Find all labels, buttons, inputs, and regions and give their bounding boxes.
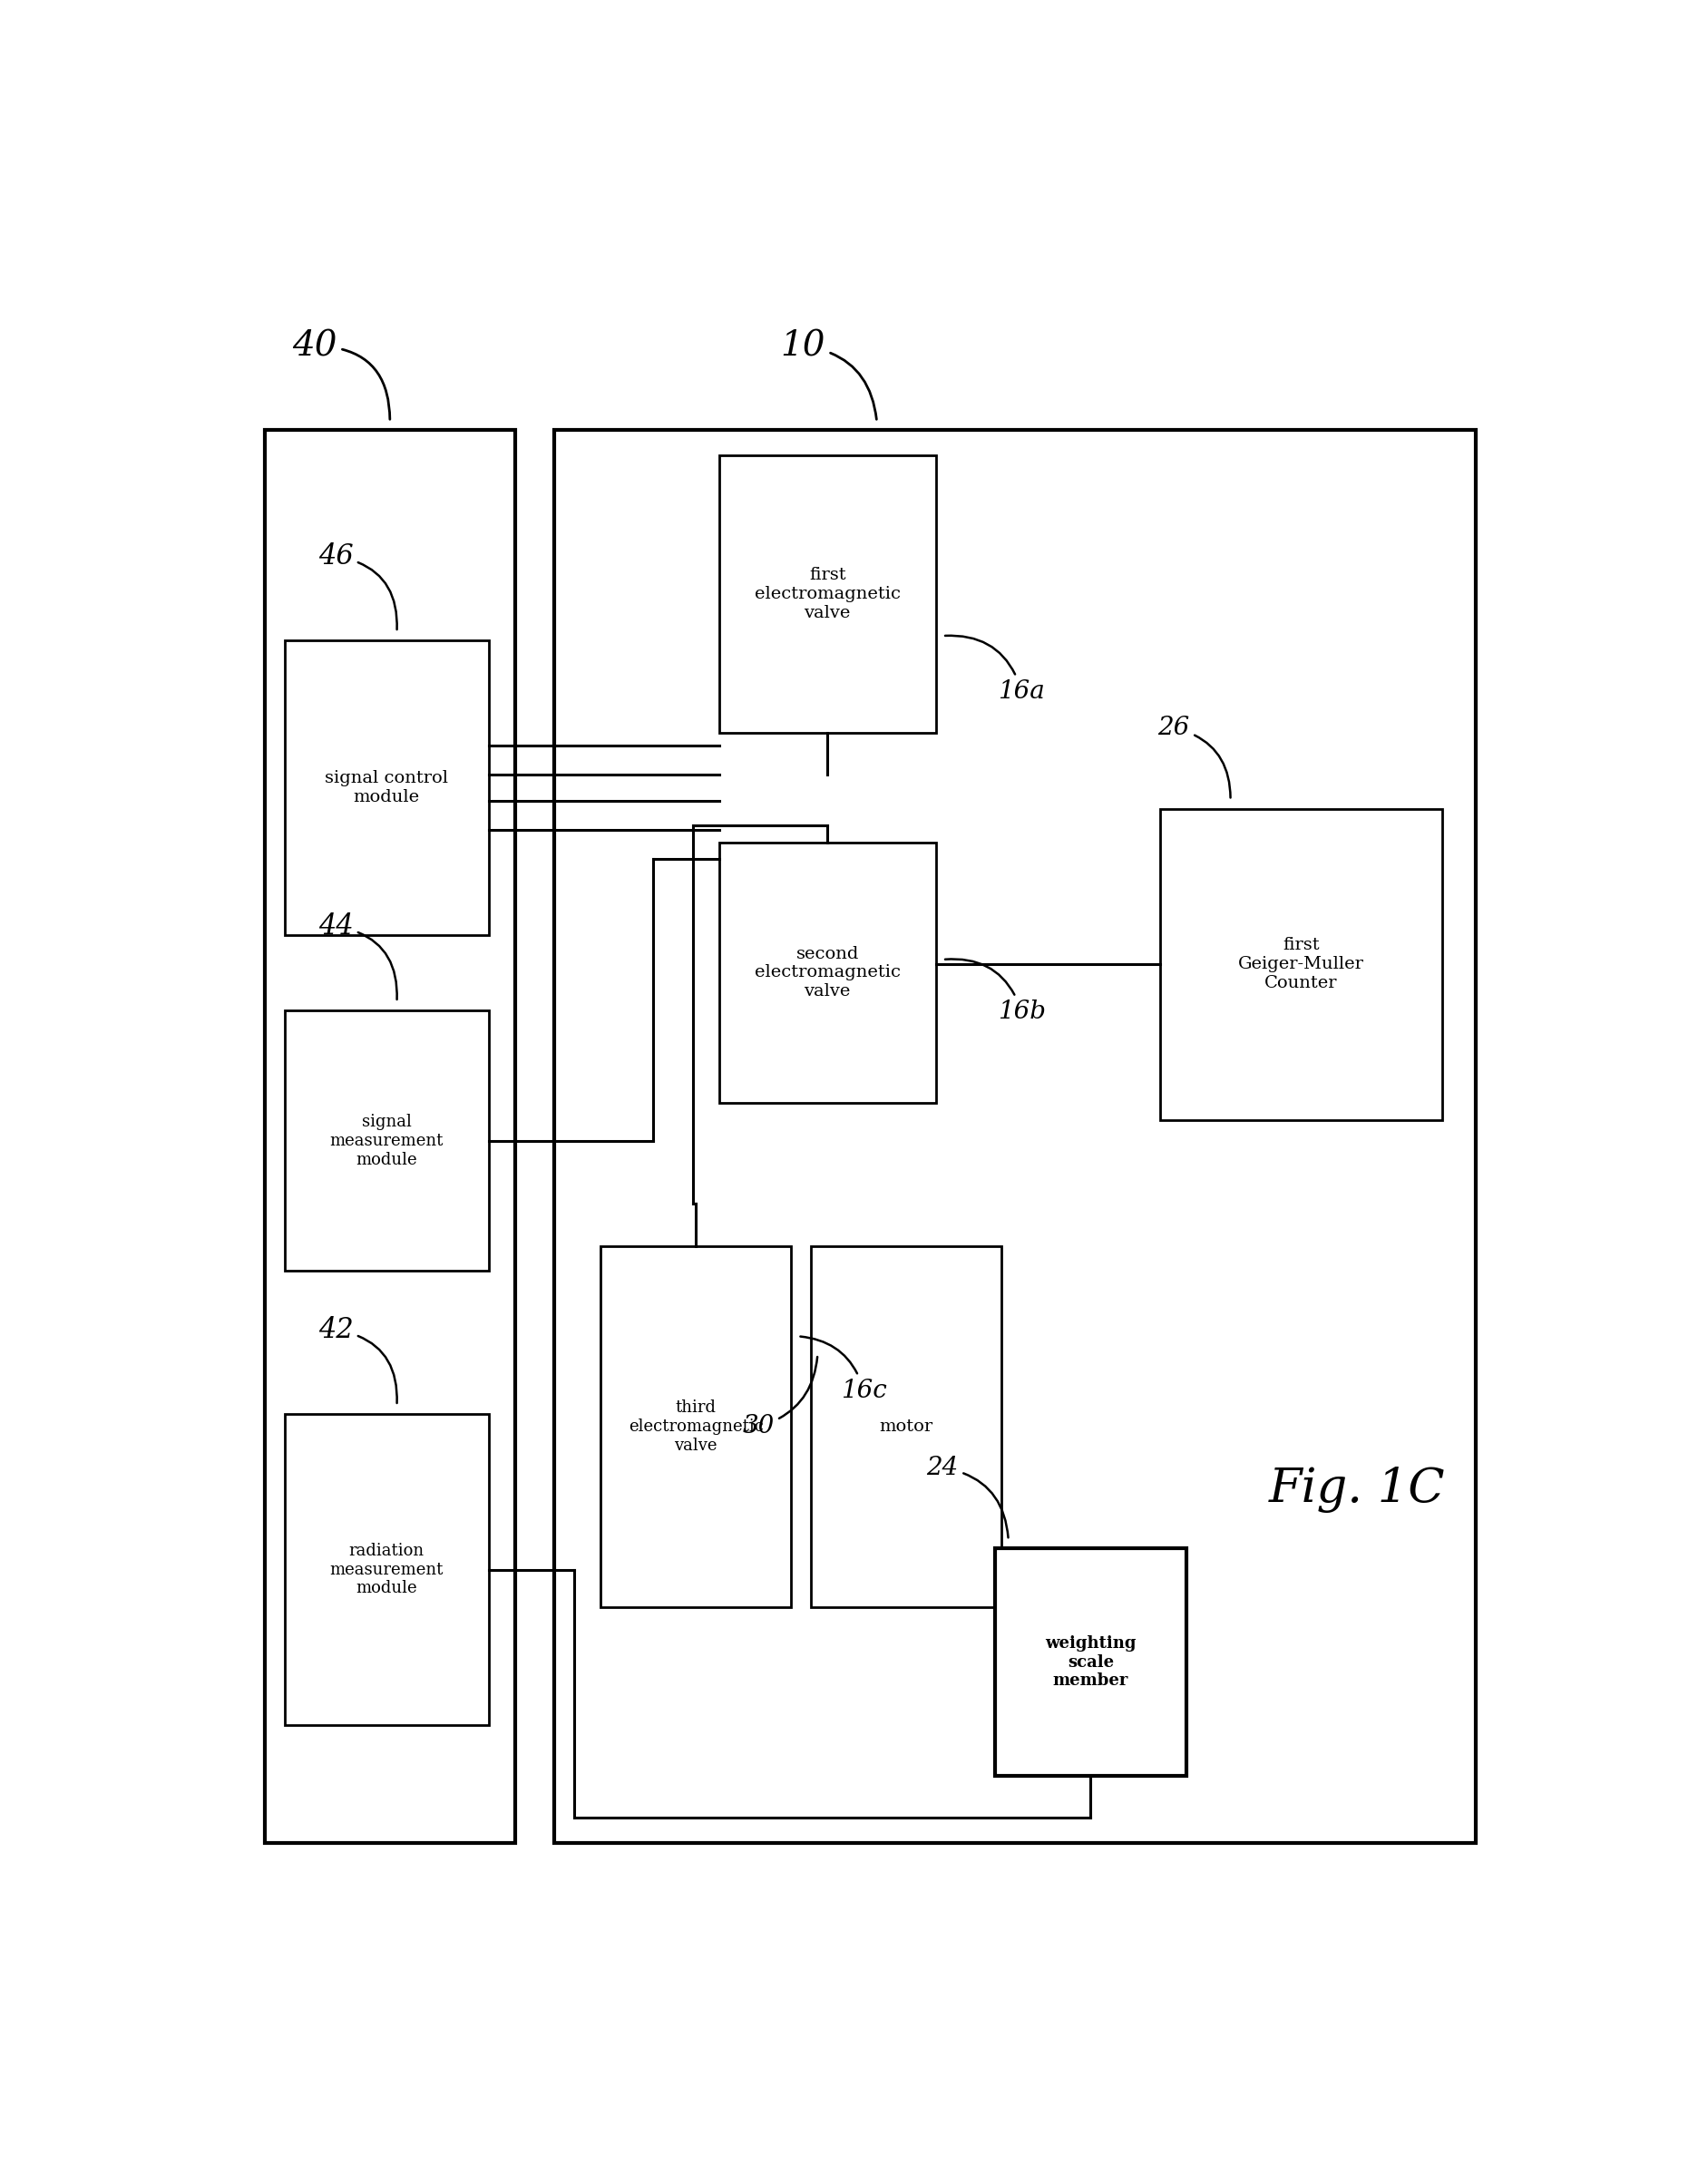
Text: first
Geiger-Muller
Counter: first Geiger-Muller Counter	[1238, 937, 1363, 992]
Text: radiation
measurement
module: radiation measurement module	[329, 1542, 443, 1597]
FancyBboxPatch shape	[718, 456, 936, 734]
Text: weighting
scale
member: weighting scale member	[1044, 1636, 1136, 1688]
Text: 46: 46	[318, 542, 397, 629]
FancyBboxPatch shape	[601, 1245, 791, 1607]
Text: 16a: 16a	[946, 636, 1044, 703]
Text: 16c: 16c	[800, 1337, 886, 1402]
FancyBboxPatch shape	[718, 843, 936, 1103]
Text: 44: 44	[318, 913, 397, 1000]
Text: 30: 30	[742, 1356, 817, 1439]
Text: 16b: 16b	[946, 959, 1046, 1024]
FancyBboxPatch shape	[285, 640, 489, 935]
Text: signal
measurement
module: signal measurement module	[329, 1114, 443, 1168]
FancyBboxPatch shape	[285, 1011, 489, 1271]
FancyBboxPatch shape	[555, 430, 1476, 1843]
Text: Fig. 1C: Fig. 1C	[1268, 1468, 1445, 1514]
Text: 24: 24	[927, 1455, 1009, 1538]
FancyBboxPatch shape	[812, 1245, 1002, 1607]
FancyBboxPatch shape	[285, 1413, 489, 1725]
Text: signal control
module: signal control module	[324, 771, 448, 806]
Text: 42: 42	[318, 1317, 397, 1402]
Text: 10: 10	[781, 330, 876, 419]
Text: motor: motor	[880, 1417, 934, 1435]
FancyBboxPatch shape	[995, 1548, 1185, 1776]
FancyBboxPatch shape	[265, 430, 514, 1843]
Text: 40: 40	[292, 330, 391, 419]
Text: first
electromagnetic
valve: first electromagnetic valve	[754, 568, 900, 620]
Text: second
electromagnetic
valve: second electromagnetic valve	[754, 946, 900, 1000]
FancyBboxPatch shape	[1160, 808, 1443, 1120]
Text: third
electromagnetic
valve: third electromagnetic valve	[628, 1400, 764, 1455]
Text: 26: 26	[1158, 716, 1231, 797]
